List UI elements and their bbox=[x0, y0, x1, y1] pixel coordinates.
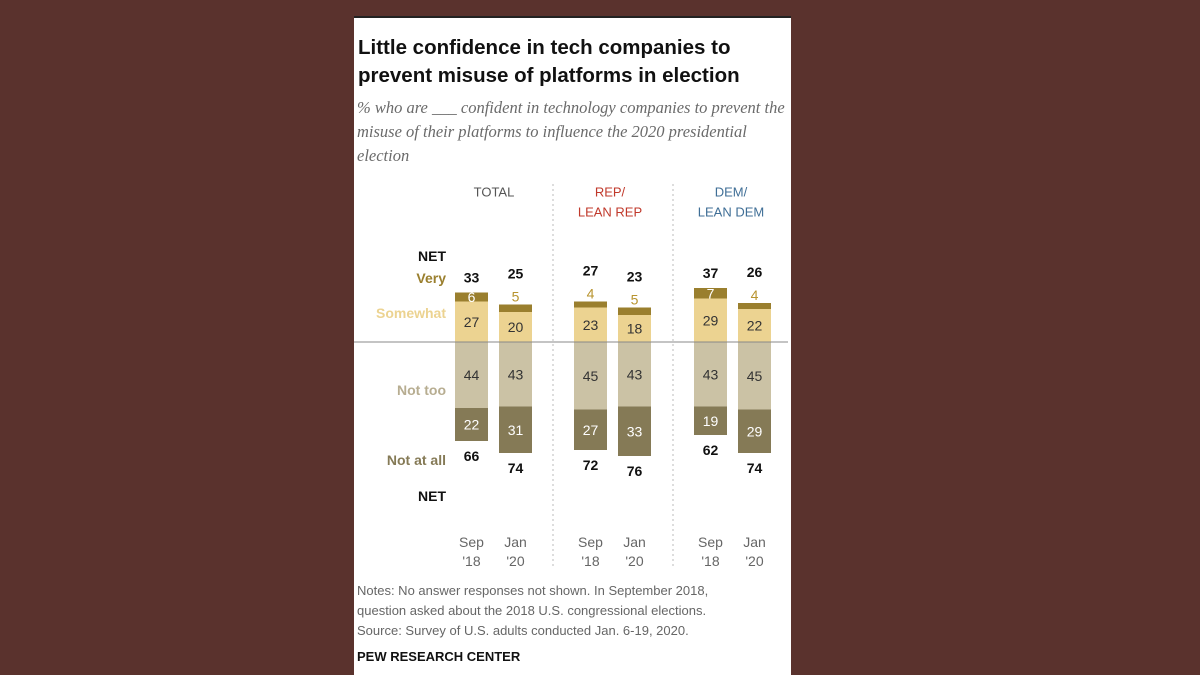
net-not-value: 66 bbox=[464, 448, 480, 464]
net-confident-value: 26 bbox=[747, 264, 763, 280]
value-not-at-all: 19 bbox=[703, 413, 719, 429]
group-label: TOTAL bbox=[474, 185, 515, 200]
value-somewhat: 23 bbox=[583, 317, 599, 333]
value-not-too: 45 bbox=[747, 368, 763, 384]
period-label: Jan bbox=[504, 534, 527, 550]
value-very: 5 bbox=[512, 289, 520, 305]
value-very: 5 bbox=[631, 292, 639, 308]
value-somewhat: 29 bbox=[703, 312, 719, 328]
value-not-too: 45 bbox=[583, 368, 599, 384]
value-very: 7 bbox=[707, 285, 715, 301]
notes-line: Notes: No answer responses not shown. In… bbox=[357, 583, 709, 598]
bar-not-too bbox=[738, 342, 771, 410]
value-not-at-all: 22 bbox=[464, 417, 480, 433]
period-label: '18 bbox=[581, 553, 599, 569]
bar-somewhat bbox=[499, 312, 532, 342]
value-not-at-all: 27 bbox=[583, 422, 599, 438]
source-note: Source: Survey of U.S. adults conducted … bbox=[357, 623, 689, 638]
value-somewhat: 18 bbox=[627, 321, 643, 337]
value-not-at-all: 29 bbox=[747, 423, 763, 439]
chart-card: Little confidence in tech companies to p… bbox=[354, 16, 791, 675]
bar-not-too bbox=[618, 342, 651, 407]
bar-very bbox=[738, 303, 771, 309]
period-label: '20 bbox=[506, 553, 524, 569]
period-label: Jan bbox=[623, 534, 646, 550]
bar-somewhat bbox=[618, 315, 651, 342]
row-label-somewhat: Somewhat bbox=[376, 305, 446, 321]
net-confident-value: 23 bbox=[627, 269, 643, 285]
chart-title: Little confidence in tech companies to p… bbox=[358, 36, 740, 87]
value-very: 6 bbox=[468, 289, 476, 305]
value-somewhat: 27 bbox=[464, 314, 480, 330]
group-label: DEM/ bbox=[715, 185, 748, 200]
notes: Notes: No answer responses not shown. In… bbox=[357, 581, 787, 641]
stacked-bar-chart: TOTAL REP/LEAN REP DEM/LEAN DEM NET Very Some… bbox=[354, 184, 788, 569]
bar-not-at-all bbox=[455, 408, 488, 441]
net-confident-value: 27 bbox=[583, 263, 599, 279]
value-not-at-all: 31 bbox=[508, 422, 524, 438]
bar-not-at-all bbox=[738, 409, 771, 453]
value-very: 4 bbox=[587, 286, 595, 302]
value-not-too: 43 bbox=[508, 366, 524, 382]
row-label-not-at-all: Not at all bbox=[387, 452, 446, 468]
period-label: '20 bbox=[625, 553, 643, 569]
period-label: '18 bbox=[462, 553, 480, 569]
net-not-value: 72 bbox=[583, 457, 599, 473]
bar-somewhat bbox=[738, 309, 771, 342]
row-label-net-bottom: NET bbox=[418, 488, 446, 504]
bar-very bbox=[499, 304, 532, 312]
row-label-not-too: Not too bbox=[397, 382, 446, 398]
period-label: '20 bbox=[745, 553, 763, 569]
bar-very bbox=[455, 292, 488, 302]
bar-not-too bbox=[574, 342, 607, 410]
bar-somewhat bbox=[455, 301, 488, 342]
period-label: Sep bbox=[459, 534, 484, 550]
value-not-too: 43 bbox=[627, 366, 643, 382]
value-not-too: 43 bbox=[703, 366, 719, 382]
net-not-value: 76 bbox=[627, 463, 643, 479]
notes-line: question asked about the 2018 U.S. congr… bbox=[357, 603, 707, 618]
row-label-net-top: NET bbox=[418, 248, 446, 264]
net-confident-value: 25 bbox=[508, 266, 524, 282]
bar-not-at-all bbox=[618, 406, 651, 456]
group-label: REP/ bbox=[595, 185, 626, 200]
row-label-very: Very bbox=[416, 270, 446, 286]
bar-not-too bbox=[455, 342, 488, 408]
bar-not-too bbox=[694, 342, 727, 407]
net-confident-value: 33 bbox=[464, 270, 480, 286]
period-label: Sep bbox=[698, 534, 723, 550]
net-not-value: 62 bbox=[703, 442, 719, 458]
bar-not-at-all bbox=[574, 409, 607, 450]
group-label: LEAN REP bbox=[578, 205, 642, 220]
bar-not-at-all bbox=[694, 406, 727, 435]
bar-somewhat bbox=[574, 307, 607, 342]
value-somewhat: 20 bbox=[508, 319, 524, 335]
net-not-value: 74 bbox=[747, 460, 763, 476]
top-rule bbox=[354, 16, 791, 18]
chart-subtitle: % who are ___ confident in technology co… bbox=[357, 98, 785, 165]
value-somewhat: 22 bbox=[747, 318, 763, 334]
group-label: LEAN DEM bbox=[698, 205, 764, 220]
net-confident-value: 37 bbox=[703, 265, 719, 281]
bar-very bbox=[574, 301, 607, 308]
period-label: Jan bbox=[743, 534, 766, 550]
value-not-too: 44 bbox=[464, 367, 480, 383]
period-label: '18 bbox=[701, 553, 719, 569]
bar-somewhat bbox=[694, 298, 727, 342]
value-very: 4 bbox=[751, 287, 759, 303]
source-credit: PEW RESEARCH CENTER bbox=[357, 649, 521, 664]
bar-very bbox=[618, 307, 651, 315]
net-not-value: 74 bbox=[508, 460, 524, 476]
bar-not-at-all bbox=[499, 406, 532, 453]
value-not-at-all: 33 bbox=[627, 423, 643, 439]
bar-not-too bbox=[499, 342, 532, 407]
bar-very bbox=[694, 288, 727, 299]
period-label: Sep bbox=[578, 534, 603, 550]
